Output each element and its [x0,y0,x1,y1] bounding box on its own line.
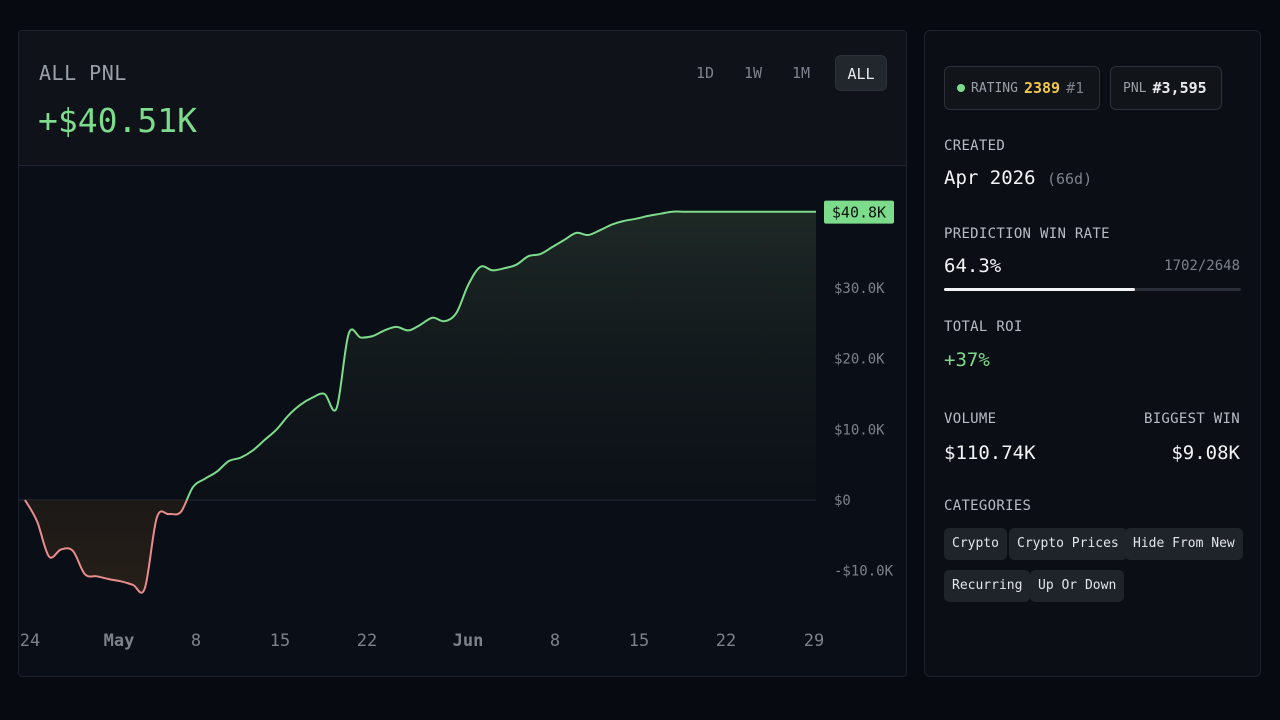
x-tick-label: 22 [357,631,377,651]
volume-value: $110.74K [944,442,1036,464]
category-chip-recurring[interactable]: Recurring [944,570,1031,602]
win-rate-value: 64.3% [944,255,1002,277]
rating-badge[interactable]: RATING 2389 #1 [944,66,1100,110]
current-value-label: $40.8K [832,204,886,222]
created-value: Apr 2026 (66d) [944,167,1092,189]
pnl-line-positive [25,210,816,500]
current-value-label-bg [824,200,894,224]
roi-value: +37% [944,349,990,371]
y-tick-label: $20.0K [834,352,885,368]
categories-label: CATEGORIES [944,498,1032,514]
pnl-rank-label: PNL [1123,80,1147,96]
created-label: CREATED [944,138,1006,154]
y-tick-label: $30.0K [834,281,885,297]
pnl-header: ALL PNL +$40.51K 1D 1W 1M ALL [19,31,906,166]
biggest-win-value: $9.08K [1171,442,1240,464]
category-chip-hide-from-new[interactable]: Hide From New [1125,528,1243,560]
timeframe-1m-button[interactable]: 1M [791,64,811,82]
rating-value: 2389 [1023,79,1061,97]
x-tick-label: 8 [550,631,560,651]
rating-rank: #1 [1066,79,1085,97]
category-chip-crypto[interactable]: Crypto [944,528,1007,560]
rating-label: RATING [971,80,1018,96]
y-tick-label: -$10.0K [834,564,894,580]
category-chip-up-or-down[interactable]: Up Or Down [1030,570,1125,602]
timeframe-1d-button[interactable]: 1D [695,64,715,82]
category-chip-crypto-prices[interactable]: Crypto Prices [1009,528,1127,560]
pnl-rank-badge[interactable]: PNL #3,595 [1110,66,1222,110]
win-rate-label: PREDICTION WIN RATE [944,226,1110,242]
x-tick-label: 24 [20,631,40,651]
stats-panel: RATING 2389 #1 PNL #3,595 CREATED Apr 20… [924,30,1261,677]
x-tick-label: 29 [804,631,824,651]
x-tick-label: Jun [453,631,484,651]
timeframe-all-button[interactable]: ALL [835,55,887,91]
x-tick-label: 8 [191,631,201,651]
positive-area [25,211,816,500]
y-tick-label: $0 [834,493,851,509]
win-rate-progress [944,288,1241,291]
created-date: Apr 2026 [944,167,1036,189]
win-rate-progress-fill [944,288,1135,291]
biggest-win-label: BIGGEST WIN [1143,411,1240,427]
pnl-value: +$40.51K [38,101,197,140]
pnl-rank-value: #3,595 [1152,79,1207,97]
win-rate-count: 1702/2648 [1164,258,1240,274]
volume-label: VOLUME [944,411,997,427]
pnl-line-negative [24,500,188,594]
roi-label: TOTAL ROI [944,319,1023,335]
pnl-title: ALL PNL [39,61,127,85]
created-age: (66d) [1046,170,1093,188]
pnl-chart: $30.0K $20.0K $10.0K $0 -$10.0K 24 May 8 15 22 Ju… [19,200,894,651]
x-tick-label: May [104,631,135,651]
x-tick-label: 22 [716,631,736,651]
status-dot-icon [957,84,965,92]
y-tick-label: $10.0K [834,422,885,438]
timeframe-1w-button[interactable]: 1W [743,64,763,82]
x-tick-label: 15 [270,631,290,651]
negative-area [25,500,816,593]
pnl-panel: ALL PNL +$40.51K 1D 1W 1M ALL $30.0K $20.… [18,30,907,677]
x-tick-label: 15 [629,631,649,651]
